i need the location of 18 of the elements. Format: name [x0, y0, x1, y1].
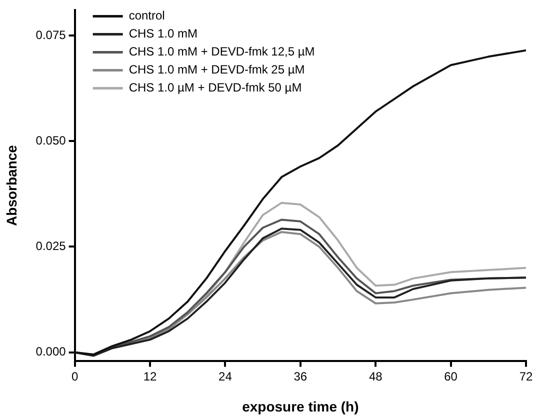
x-tick-label: 48 [368, 369, 383, 384]
x-tick-label: 36 [294, 369, 308, 384]
y-tick-label: 0.000 [36, 344, 66, 359]
legend-label: control [128, 8, 165, 23]
y-axis-title: Absorbance [3, 144, 20, 226]
x-tick-label: 12 [143, 369, 158, 384]
legend-label: CHS 1.0 µM + DEVD-fmk 50 µM [128, 80, 302, 95]
y-tick-label: 0.025 [36, 239, 66, 254]
x-tick-label: 72 [519, 369, 533, 384]
legend-label: CHS 1.0 mM + DEVD-fmk 12,5 µM [128, 44, 315, 59]
x-tick-label: 60 [444, 369, 458, 384]
legend-label: CHS 1.0 mM + DEVD-fmk 25 µM [128, 62, 305, 77]
y-tick-label: 0.075 [36, 28, 66, 42]
legend-label: CHS 1.0 mM [128, 26, 198, 41]
x-tick-label: 0 [71, 369, 78, 384]
x-tick-label: 24 [218, 369, 232, 384]
y-tick-label: 0.050 [36, 133, 66, 148]
x-axis-title: exposure time (h) [242, 398, 359, 414]
